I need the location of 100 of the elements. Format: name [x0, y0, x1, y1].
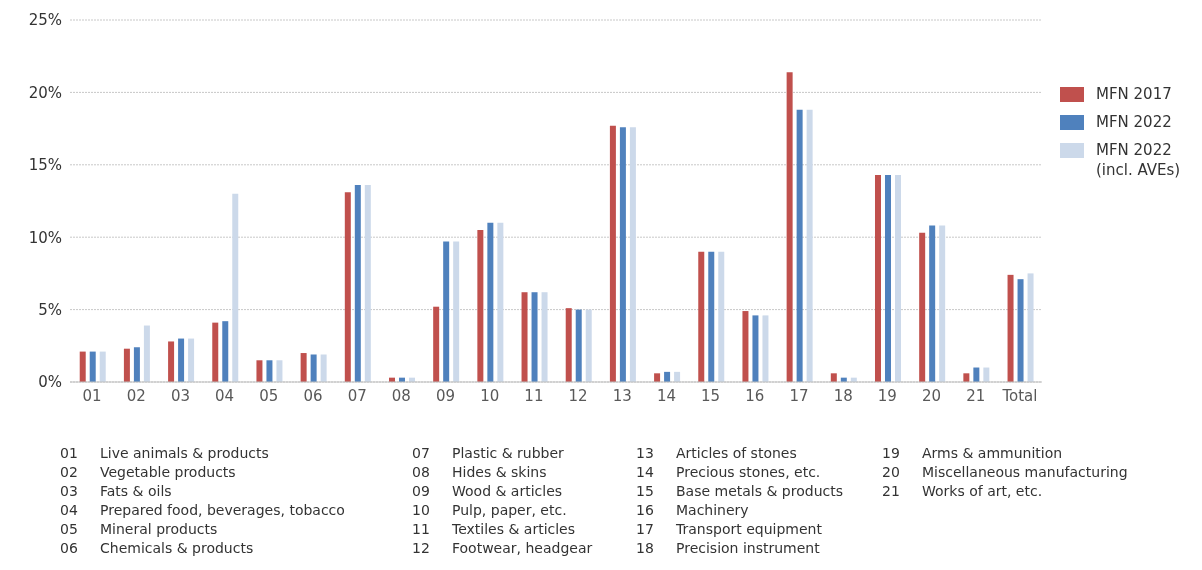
text: 19 Arms & ammunition [882, 445, 1063, 461]
legend-label: MFN 2017 [1096, 84, 1172, 104]
bar [939, 225, 946, 382]
bar [320, 354, 327, 382]
bar [919, 232, 926, 382]
bar [796, 109, 803, 382]
bar [1017, 279, 1024, 382]
bar [178, 338, 185, 382]
x-tick-label: 08 [391, 386, 411, 405]
bar [99, 351, 106, 382]
text: 18 Precision instrument [636, 540, 820, 556]
bar [629, 127, 636, 382]
text: 11 Textiles & articles [412, 521, 576, 537]
bar [762, 315, 769, 382]
text: 01 Live animals & products [60, 445, 269, 461]
bar [497, 222, 504, 382]
bar [585, 309, 592, 382]
bar [565, 308, 572, 382]
x-tick-label: 11 [524, 386, 544, 405]
x-tick-label: 13 [612, 386, 632, 405]
text: 16 Machinery [636, 502, 749, 518]
bar [212, 322, 219, 382]
bar [433, 306, 440, 382]
bar [541, 292, 548, 382]
text: 09 Wood & articles [412, 483, 563, 499]
x-tick-label: 10 [480, 386, 500, 405]
bar [168, 341, 175, 382]
bar [929, 225, 936, 382]
bar [874, 174, 881, 382]
bar [188, 338, 195, 382]
text: 10 Pulp, paper, etc. [412, 502, 567, 518]
x-tick-label: 05 [259, 386, 279, 405]
y-tick-label: 0% [38, 373, 62, 392]
bar [1007, 274, 1014, 382]
text: 06 Chemicals & products [60, 540, 254, 556]
y-tick-label: 25% [28, 11, 62, 30]
bar [256, 360, 263, 382]
bar [531, 292, 538, 382]
bar [453, 241, 460, 382]
x-tick-label: 01 [82, 386, 102, 405]
bar [894, 174, 901, 382]
bar [232, 193, 239, 382]
y-tick-label: 10% [28, 228, 62, 247]
x-tick-label: 15 [701, 386, 721, 405]
bar [752, 315, 759, 382]
bar [143, 325, 150, 382]
x-tick-label: 14 [656, 386, 676, 405]
bar [487, 222, 494, 382]
text: 05 Mineral products [60, 521, 218, 537]
text: 17 Transport equipment [636, 521, 822, 537]
bar [1027, 273, 1034, 382]
bar [79, 351, 86, 382]
text: 20 Miscellaneous manufacturing [882, 464, 1128, 480]
bar [222, 321, 229, 382]
text: 03 Fats & oils [60, 483, 172, 499]
bar [300, 353, 307, 382]
x-tick-label: 06 [303, 386, 323, 405]
bar [354, 185, 361, 382]
bar [575, 309, 582, 382]
x-tick-label: 03 [170, 386, 190, 405]
bar [830, 373, 837, 382]
text: 12 Footwear, headgear [412, 540, 593, 556]
bar [609, 125, 616, 382]
bar [310, 354, 317, 382]
bar [89, 351, 96, 382]
bar [884, 174, 891, 382]
bar [718, 251, 725, 382]
bar [276, 360, 283, 382]
x-tick-label: 07 [347, 386, 367, 405]
x-tick-label: 16 [745, 386, 765, 405]
x-tick-label: 18 [833, 386, 853, 405]
bar [443, 241, 450, 382]
bar [619, 127, 626, 382]
bar [786, 72, 793, 382]
y-tick-label: 15% [28, 156, 62, 175]
bar [708, 251, 715, 382]
bar [477, 229, 484, 382]
bar [266, 360, 273, 382]
bar [963, 373, 970, 382]
bar [654, 373, 661, 382]
text: 07 Plastic & rubber [412, 445, 564, 461]
bar [344, 192, 351, 382]
x-tick-label: 19 [877, 386, 897, 405]
text: 15 Base metals & products [636, 483, 844, 499]
x-tick-label: 17 [789, 386, 809, 405]
text: 13 Articles of stones [636, 445, 797, 461]
legend-label: MFN 2022 [1096, 112, 1172, 132]
text: 08 Hides & skins [412, 464, 547, 480]
bar [973, 367, 980, 382]
bar [806, 109, 813, 382]
x-tick-label: 20 [922, 386, 942, 405]
bar [123, 348, 130, 382]
y-tick-label: 20% [28, 83, 62, 102]
x-tick-label: 04 [215, 386, 235, 405]
bar [983, 367, 990, 382]
x-tick-label: 09 [436, 386, 456, 405]
x-tick-label: 02 [126, 386, 146, 405]
text: 04 Prepared food, beverages, tobacco [60, 502, 345, 518]
x-tick-label: 21 [966, 386, 986, 405]
text: 02 Vegetable products [60, 464, 236, 480]
